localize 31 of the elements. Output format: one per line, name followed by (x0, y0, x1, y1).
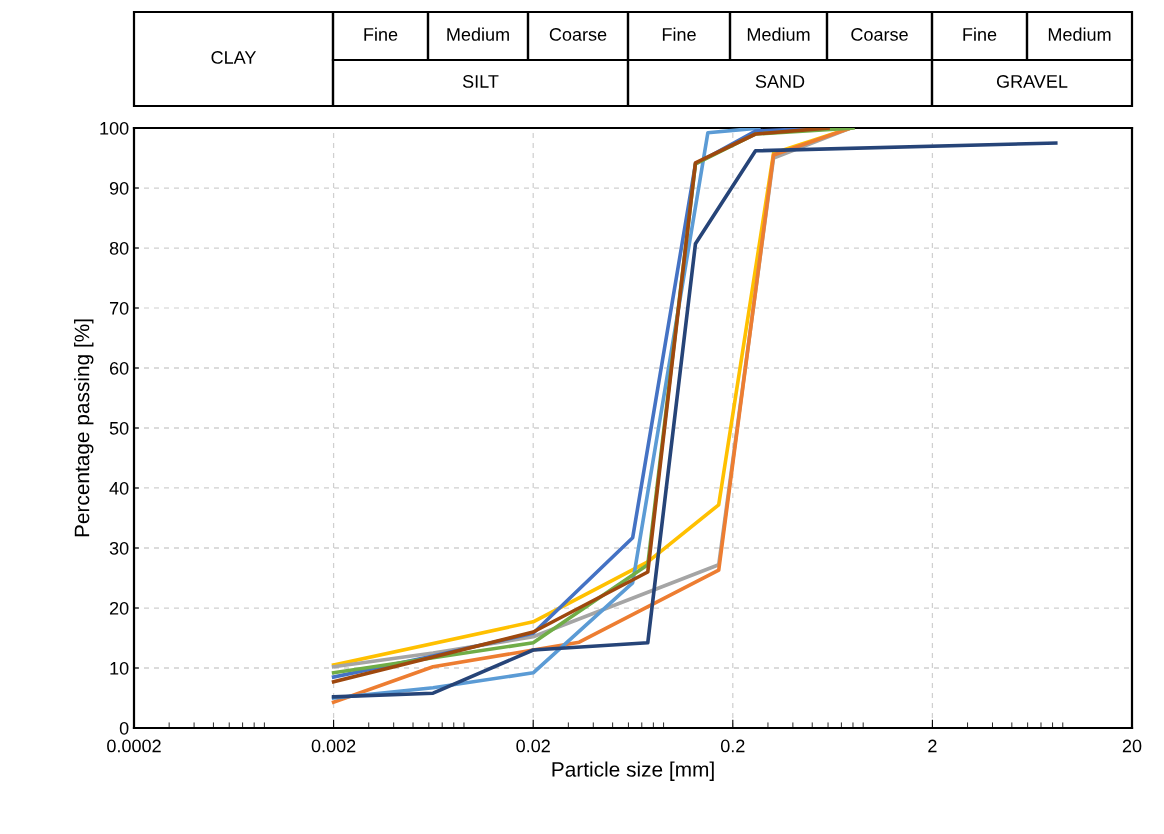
y-tick-label: 30 (109, 541, 129, 555)
text: Medium (747, 27, 810, 41)
y-tick-label: 0 (119, 721, 129, 735)
text: SAND (755, 75, 805, 88)
text: Fine (963, 27, 997, 41)
text: Fine (662, 27, 696, 41)
text: Fine (364, 27, 398, 41)
text: Medium (1048, 27, 1111, 41)
text: GRAVEL (996, 75, 1068, 88)
x-tick-label: 0.02 (516, 739, 550, 753)
y-tick-label: 90 (109, 181, 129, 195)
x-tick-label: 0.002 (311, 739, 356, 753)
x-tick-label: 2 (928, 739, 937, 753)
y-tick-label: 40 (109, 481, 129, 495)
y-tick-label: 10 (110, 661, 129, 675)
y-tick-label: 80 (109, 241, 129, 255)
y-tick-label: 50 (109, 421, 129, 435)
text: Coarse (851, 28, 908, 41)
y-tick-label: 60 (109, 361, 129, 375)
text: Coarse (549, 28, 607, 41)
text: SILT (462, 75, 499, 88)
y-axis-title: Percentage passing [%] (74, 319, 94, 537)
text: CLAY (211, 51, 257, 64)
x-tick-label: 20 (1122, 739, 1142, 753)
text: Medium (447, 27, 509, 41)
y-tick-label: 20 (109, 601, 129, 615)
y-tick-label: 70 (109, 301, 129, 315)
y-tick-label: 100 (100, 121, 129, 135)
x-tick-label: 0.0002 (107, 739, 161, 753)
x-tick-label: 0.2 (720, 739, 745, 753)
x-axis-title: Particle size [mm] (552, 761, 714, 781)
